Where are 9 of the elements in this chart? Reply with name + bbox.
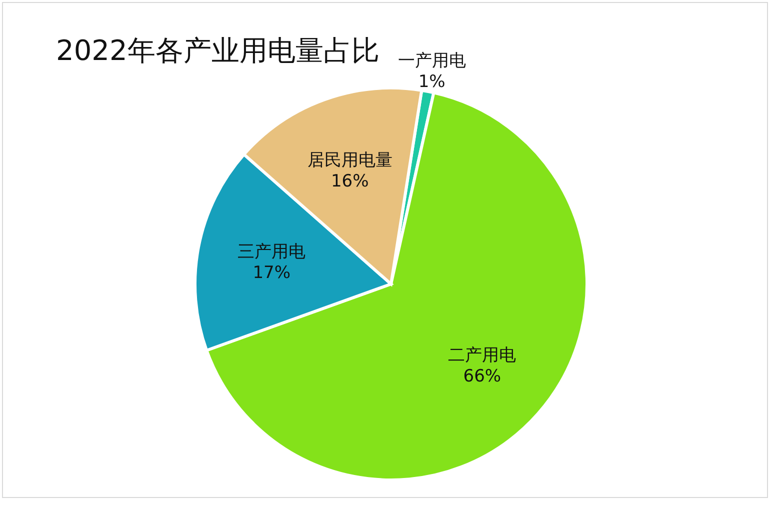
data-label: 66% [463, 366, 502, 386]
data-label: 1% [418, 72, 446, 92]
data-label: 17% [252, 263, 291, 284]
slice-label: 二产用电 [448, 345, 516, 366]
slice-label: 居民用电量 [307, 150, 392, 171]
data-label: 16% [330, 172, 369, 192]
slice-label: 三产用电 [238, 242, 306, 262]
chart-title: 2022年各产业用电量占比 [56, 33, 380, 69]
slice-label: 一产用电 [398, 50, 466, 71]
